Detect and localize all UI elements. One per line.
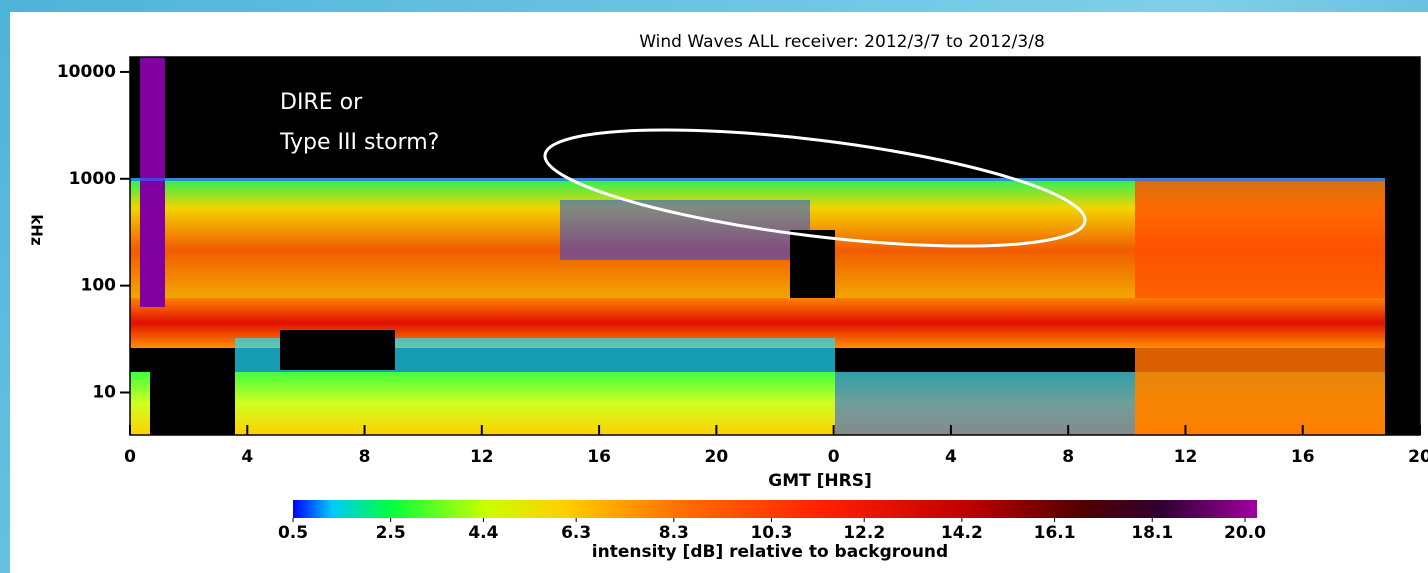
plot-frame xyxy=(129,56,1421,436)
x-tick-label: 16 xyxy=(587,447,611,467)
y-tick-label: 100 xyxy=(81,276,117,296)
colorbar-tick-label: 4.4 xyxy=(468,523,498,543)
colorbar-tick-label: 20.0 xyxy=(1224,523,1266,543)
spectrogram xyxy=(130,57,1420,435)
colorbar-label: intensity [dB] relative to background xyxy=(592,542,948,562)
colorbar-tick-label: 16.1 xyxy=(1034,523,1076,543)
colorbar-tick-label: 0.5 xyxy=(278,523,308,543)
x-tick-label: 0 xyxy=(828,447,840,467)
y-axis-label: kHz xyxy=(28,214,46,246)
x-tick-label: 4 xyxy=(945,447,957,467)
x-tick-label: 0 xyxy=(124,447,136,467)
y-tick-label: 10 xyxy=(92,382,116,402)
x-tick-label: 16 xyxy=(1291,447,1315,467)
y-tick-label: 10000 xyxy=(57,62,116,82)
colorbar-tick-label: 6.3 xyxy=(561,523,591,543)
x-tick-label: 4 xyxy=(241,447,253,467)
x-tick-label: 12 xyxy=(470,447,494,467)
colorbar-tick-label: 18.1 xyxy=(1131,523,1173,543)
x-axis-label: GMT [HRS] xyxy=(768,471,872,491)
x-tick-label: 20 xyxy=(1408,447,1428,467)
colorbar-tick-label: 2.5 xyxy=(376,523,406,543)
colorbar-tick-label: 8.3 xyxy=(659,523,689,543)
colorbar xyxy=(293,500,1257,518)
y-tick-label: 1000 xyxy=(69,169,116,189)
annotation: Type III storm? xyxy=(279,130,439,155)
annotation: DIRE or xyxy=(280,90,363,115)
x-tick-label: 20 xyxy=(705,447,729,467)
colorbar-tick-label: 12.2 xyxy=(843,523,885,543)
x-tick-label: 12 xyxy=(1174,447,1198,467)
chart-title: Wind Waves ALL receiver: 2012/3/7 to 201… xyxy=(639,32,1045,52)
x-tick-label: 8 xyxy=(1062,447,1074,467)
colorbar-tick-label: 10.3 xyxy=(750,523,792,543)
x-tick-label: 8 xyxy=(359,447,371,467)
colorbar-tick-label: 14.2 xyxy=(941,523,983,543)
